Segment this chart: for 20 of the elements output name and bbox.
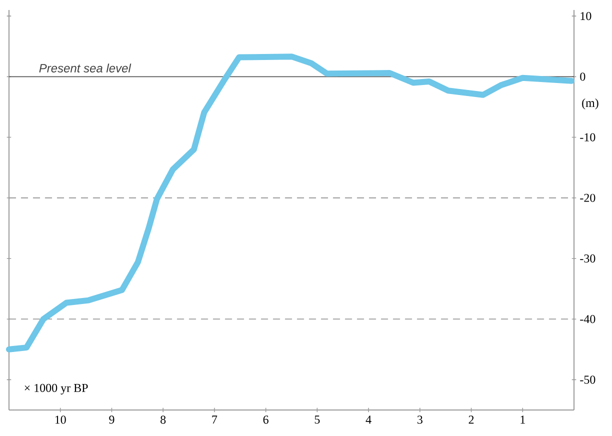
x-tick-label: 9 <box>109 416 114 424</box>
ref-line-label: Present sea level <box>39 64 132 72</box>
y-tick-label: -30 <box>580 254 596 263</box>
y-tick-label: 10 <box>580 12 592 20</box>
y-tick-label: -10 <box>580 133 596 142</box>
x-axis-title: × 1000 yr BP <box>24 384 88 394</box>
x-tick-label: 8 <box>160 416 166 424</box>
y-tick-label: 0 <box>580 72 586 81</box>
x-tick-label: 10 <box>55 416 66 424</box>
x-tick-label: 7 <box>212 416 218 424</box>
x-tick-label: 3 <box>417 416 422 424</box>
x-tick-label: 4 <box>366 416 372 424</box>
x-tick-label: 1 <box>520 416 525 424</box>
x-tick-label: 6 <box>263 416 268 424</box>
x-tick-label: 5 <box>314 416 320 424</box>
y-axis-title: (m) <box>582 98 598 110</box>
y-tick-label: -50 <box>580 376 596 384</box>
y-tick-label: -20 <box>580 194 596 202</box>
y-tick-label: -40 <box>580 315 596 324</box>
x-tick-label: 2 <box>468 416 474 424</box>
